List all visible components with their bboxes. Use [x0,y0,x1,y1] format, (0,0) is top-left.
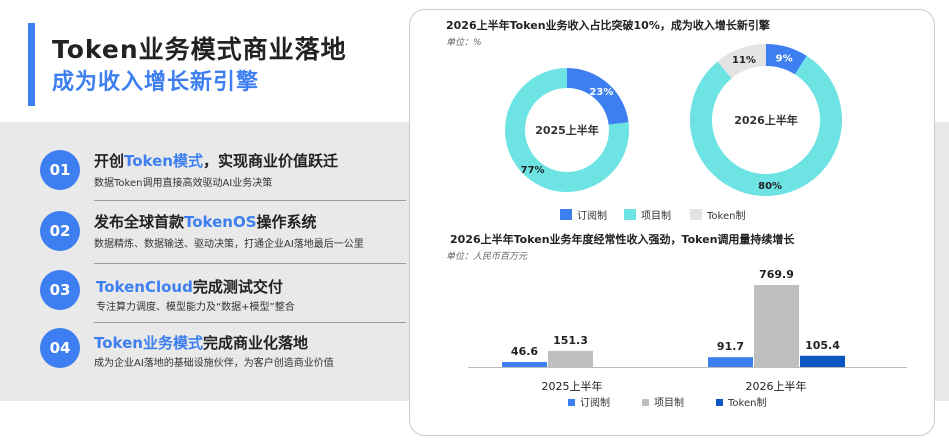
heading-text: ，实现商业价值跃迁 [203,152,339,170]
bar-value-label: 769.9 [759,268,794,281]
item-heading: Token业务模式完成商业化落地 [94,332,308,353]
legend-swatch [642,399,649,406]
donut-slice-label: 77% [521,165,545,176]
pie-chart-title: 2026上半年Token业务收入占比突破10%，成为收入增长新引擎 [446,19,770,32]
bar [548,350,593,367]
donut-center-label: 2026上半年 [734,113,798,127]
chart-card: 2026上半年Token业务收入占比突破10%，成为收入增长新引擎 单位：% 2… [409,9,935,436]
heading-highlight: Token业务模式 [94,334,203,352]
list-item: 03 TokenCloud完成测试交付 专注算力调度、模型能力及“数据+模型”整… [40,270,370,318]
donut-slice [717,44,767,79]
heading-text: 完成测试交付 [192,278,283,296]
item-description: 专注算力调度、模型能力及“数据+模型”整合 [96,302,295,313]
legend-label: 项目制 [654,396,684,409]
heading-text: 完成商业化落地 [202,334,308,352]
heading-highlight: TokenCloud [96,278,193,296]
bar-value-label: 46.6 [511,345,538,358]
bar-value-label: 91.7 [717,340,744,353]
donut-slice [765,44,807,75]
legend-label: 项目制 [641,209,671,222]
donut-slice-label: 80% [758,181,782,192]
bar-value-label: 151.3 [553,334,588,347]
bar [800,355,845,367]
item-number-badge: 04 [40,328,80,368]
legend-swatch [624,209,636,220]
bar-chart-title: 2026上半年Token业务年度经常性收入强劲，Token调用量持续增长 [450,233,795,246]
legend-label: Token制 [727,396,766,409]
legend-swatch [716,399,723,406]
item-divider [94,263,406,264]
list-item: 02 发布全球首款TokenOS操作系统 数据精炼、数据输送、驱动决策，打通企业… [40,211,370,259]
item-description: 成为企业AI落地的基础设施伙伴，为客户创造商业价值 [94,358,334,369]
item-heading: 发布全球首款TokenOS操作系统 [94,211,317,232]
donut-slice [566,68,629,126]
donut-slice-label: 11% [732,55,756,66]
page-subtitle: 成为收入增长新引擎 [52,70,260,95]
legend-swatch [690,209,702,220]
bar [754,285,799,367]
item-number-badge: 03 [40,270,80,310]
heading-highlight: Token模式 [124,152,203,170]
donut-center-label: 2025上半年 [535,123,599,137]
legend-swatch [560,209,572,220]
list-item: 04 Token业务模式完成商业化落地 成为企业AI落地的基础设施伙伴，为客户创… [40,328,370,376]
x-tick-label: 2026上半年 [746,379,807,393]
legend-label: 订阅制 [577,209,607,222]
item-description: 数据精炼、数据输送、驱动决策，打通企业AI落地最后一公里 [94,239,364,250]
donut-slice-label: 9% [776,54,793,65]
pie-chart-unit: 单位：% [446,38,482,48]
legend-label: Token制 [706,209,745,222]
x-tick-label: 2025上半年 [542,379,603,393]
item-heading: 开创Token模式，实现商业价值跃迁 [94,150,338,171]
legend-swatch [568,399,575,406]
bar [502,362,547,367]
donut-slice [690,55,842,196]
donut-slice [505,68,629,192]
heading-highlight: TokenOS [184,213,257,231]
page-title: Token业务模式商业落地 [52,35,347,64]
item-heading: TokenCloud完成测试交付 [96,276,283,297]
legend-label: 订阅制 [580,396,610,409]
item-description: 数据Token调用直接高效驱动AI业务决策 [94,178,273,189]
title-accent-bar [28,23,35,106]
item-number-badge: 02 [40,211,80,251]
item-divider [94,200,406,201]
item-divider [94,322,406,323]
bar-value-label: 105.4 [805,339,840,352]
heading-text: 发布全球首款 [94,213,185,231]
heading-text: 操作系统 [256,213,317,231]
bar-chart-unit: 单位：人民币百万元 [446,252,528,262]
list-item: 01 开创Token模式，实现商业价值跃迁 数据Token调用直接高效驱动AI业… [40,150,370,198]
item-number-badge: 01 [40,150,80,190]
heading-text: 开创 [94,152,125,170]
bar [708,357,753,367]
donut-slice-label: 23% [589,87,613,98]
